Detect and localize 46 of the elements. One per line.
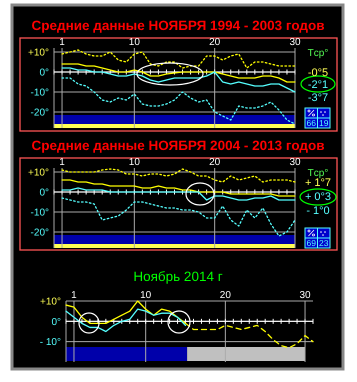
line-series [61, 179, 296, 197]
line-series [61, 187, 296, 201]
chart-title: Средние данные НОЯБРЯ 2004 - 2013 годов [32, 138, 324, 153]
x-tick-label: 30 [289, 37, 301, 48]
y-tick-label: -10° [30, 208, 49, 218]
line-series [61, 67, 296, 93]
y-tick-label: +10° [28, 48, 49, 58]
x-tick-label: 30 [299, 290, 312, 301]
chart-title: Ноябрь 2014 г [133, 269, 223, 284]
text: + 1°7 [304, 177, 332, 189]
text: + 0°3 [304, 191, 332, 203]
text: 23 [319, 238, 329, 248]
text: 69 [306, 238, 316, 248]
text: 19 [319, 118, 329, 128]
y-tick-label: +10° [28, 168, 49, 178]
text: - 1°0 [306, 205, 330, 217]
x-tick-label: 20 [209, 37, 221, 48]
y-tick-label: 0° [39, 188, 49, 198]
text: -0°5 [308, 67, 328, 79]
x-tick-label: 20 [220, 290, 232, 301]
x-tick-label: 10 [140, 290, 152, 301]
x-tick-label: 10 [128, 157, 140, 168]
line-series [61, 168, 296, 183]
text: Tср° [308, 48, 328, 59]
y-tick-label: -10° [30, 88, 49, 98]
y-tick-label: +10° [40, 296, 61, 308]
line-series [61, 197, 296, 237]
x-tick-label: 1 [59, 157, 66, 168]
y-tick-label: - 10° [40, 337, 61, 348]
text: 66 [306, 118, 316, 128]
y-tick-label: -20° [30, 228, 49, 238]
line-series [61, 77, 296, 125]
text: Tср° [308, 168, 328, 179]
y-tick-label: 0° [39, 68, 49, 78]
line-series [61, 63, 296, 83]
x-tick-label: 1 [59, 37, 66, 48]
chart-title: Средние данные НОЯБРЯ 1994 - 2003 годов [32, 18, 324, 33]
x-tick-label: 30 [289, 157, 301, 168]
y-tick-label: -20° [30, 108, 49, 118]
line-series [61, 49, 296, 69]
y-tick-label: 0° [51, 316, 61, 328]
text: -3°7 [308, 92, 328, 104]
text: -2°1 [308, 79, 328, 91]
x-tick-label: 10 [128, 37, 140, 48]
x-tick-label: 1 [71, 290, 78, 301]
x-tick-label: 20 [209, 157, 221, 168]
